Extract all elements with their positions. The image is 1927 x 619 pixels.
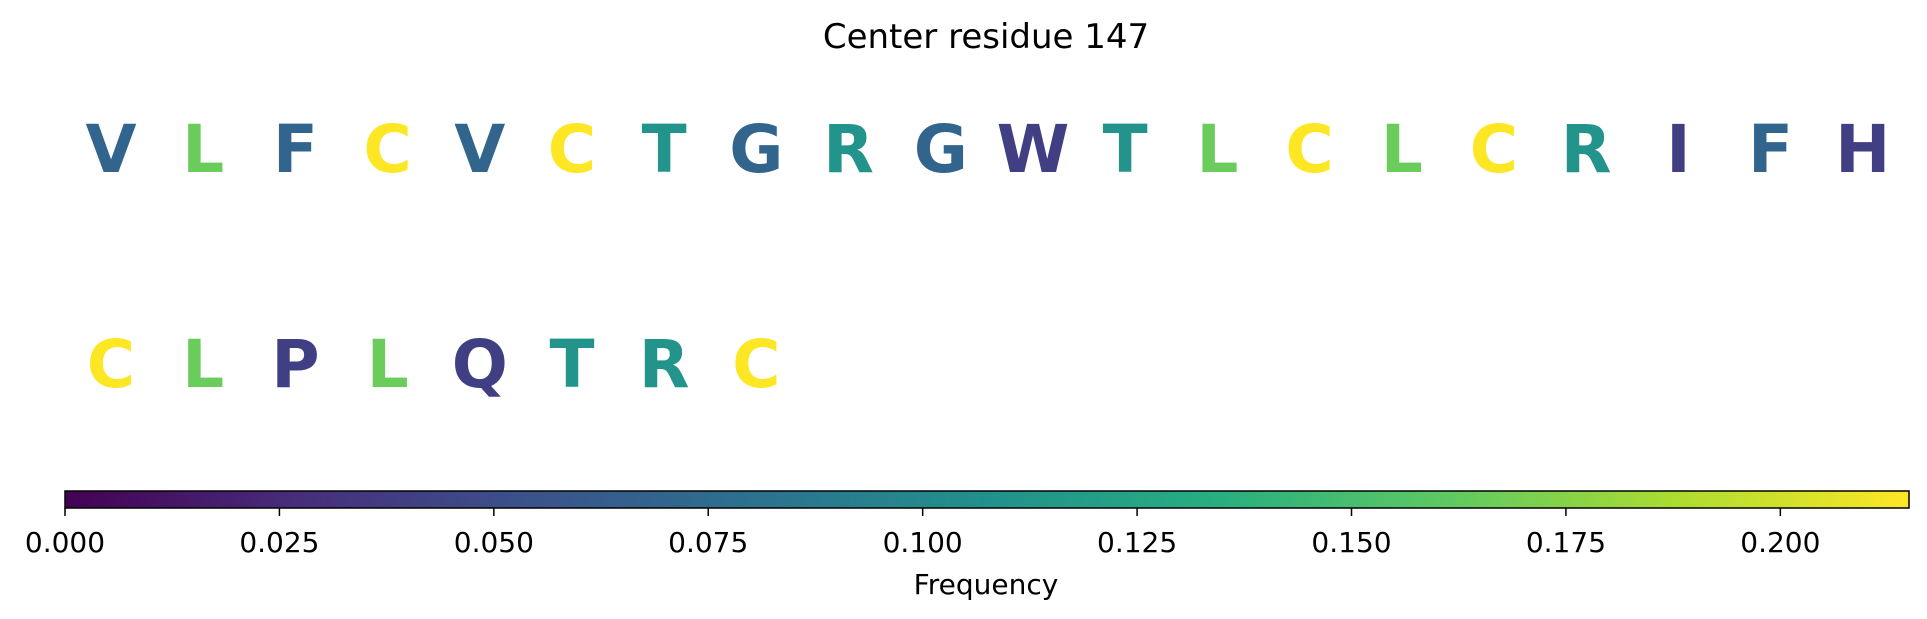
residue-letter: R xyxy=(1561,111,1612,188)
colorbar: 0.000 0.025 0.050 0.075 0.100 0.125 0.150 0.175… xyxy=(25,490,1910,559)
residue-letter: C xyxy=(1470,111,1518,188)
colorbar-ticks: 0.000 0.025 0.050 0.075 0.100 0.125 0.150 0.175… xyxy=(25,508,1820,559)
residue-letter: L xyxy=(367,326,409,403)
residue-letter: L xyxy=(1381,111,1423,188)
residue-letter: C xyxy=(548,111,596,188)
chart-title: Center residue 147 xyxy=(823,17,1149,57)
residue-letter: T xyxy=(549,326,594,403)
residue-letter: C xyxy=(1285,111,1333,188)
residue-letter: P xyxy=(271,326,319,403)
residue-letter: F xyxy=(1748,111,1793,188)
residue-letter: L xyxy=(1196,111,1238,188)
residue-letter: V xyxy=(85,111,136,188)
residue-letter: V xyxy=(454,111,505,188)
residue-letter: R xyxy=(823,111,874,188)
residue-letter: Q xyxy=(452,326,508,403)
colorbar-tick-label: 0.175 xyxy=(1526,526,1606,559)
colorbar-tick-label: 0.150 xyxy=(1311,526,1391,559)
residue-letter: I xyxy=(1666,111,1691,188)
residue-letter: F xyxy=(273,111,318,188)
residue-letter: L xyxy=(182,326,224,403)
colorbar-tick-label: 0.100 xyxy=(883,526,963,559)
colorbar-tick-label: 0.000 xyxy=(25,526,105,559)
colorbar-gradient xyxy=(64,490,1910,509)
residue-letter: C xyxy=(87,326,135,403)
residue-letter: C xyxy=(732,326,780,403)
residue-letter: H xyxy=(1835,111,1890,188)
residue-letter: R xyxy=(639,326,690,403)
colorbar-label: Frequency xyxy=(914,568,1059,601)
colorbar-tick-label: 0.075 xyxy=(668,526,748,559)
residue-letter: T xyxy=(642,111,687,188)
colorbar-tick-label: 0.200 xyxy=(1740,526,1820,559)
residue-letter: T xyxy=(1103,111,1148,188)
residue-letter: G xyxy=(729,111,783,188)
residue-letter: C xyxy=(363,111,411,188)
colorbar-tick-label: 0.050 xyxy=(454,526,534,559)
colorbar-tick-label: 0.125 xyxy=(1097,526,1177,559)
residue-letter: L xyxy=(182,111,224,188)
residue-letter: W xyxy=(997,111,1070,188)
residue-grid: V L F C V C T G R G W T L C L C R I F HC L P L Q T R C xyxy=(85,111,1890,403)
residue-letter: G xyxy=(914,111,968,188)
colorbar-tick-label: 0.025 xyxy=(239,526,319,559)
